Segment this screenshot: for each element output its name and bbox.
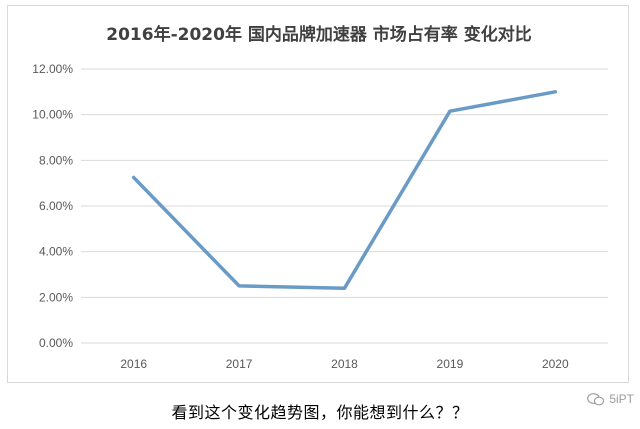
y-axis-ticks: 0.00% 2.00% 4.00% 6.00% 8.00% 10.00% 12.00%: [32, 62, 73, 350]
y-tick-label: 6.00%: [39, 199, 73, 213]
x-tick-label: 2020: [542, 357, 569, 371]
line-chart: 2016年-2020年 国内品牌加速器 市场占有率 变化对比 0.00% 2.00…: [32, 24, 608, 371]
x-tick-label: 2017: [226, 357, 253, 371]
y-tick-label: 12.00%: [32, 62, 73, 76]
watermark-text: 5iPT: [609, 392, 634, 406]
series-line: [131, 90, 558, 290]
wechat-icon: [587, 392, 605, 405]
chart-title: 2016年-2020年 国内品牌加速器 市场占有率 变化对比: [106, 24, 531, 45]
x-axis-ticks: 2016 2017 2018 2019 2020: [120, 357, 569, 371]
caption: 看到这个变化趋势图，你能想到什么？？: [171, 403, 469, 422]
y-tick-label: 10.00%: [32, 108, 73, 122]
x-tick-label: 2016: [120, 357, 147, 371]
series-layer: [131, 90, 558, 290]
watermark: 5iPT: [587, 392, 634, 406]
x-tick-label: 2018: [331, 357, 358, 371]
chart-frame: 2016年-2020年 国内品牌加速器 市场占有率 变化对比 0.00% 2.00…: [7, 5, 629, 383]
y-tick-label: 8.00%: [39, 153, 73, 167]
x-tick-label: 2019: [437, 357, 464, 371]
y-tick-label: 0.00%: [39, 336, 73, 350]
y-tick-label: 2.00%: [39, 290, 73, 304]
y-tick-label: 4.00%: [39, 245, 73, 259]
gridlines: [81, 68, 608, 344]
